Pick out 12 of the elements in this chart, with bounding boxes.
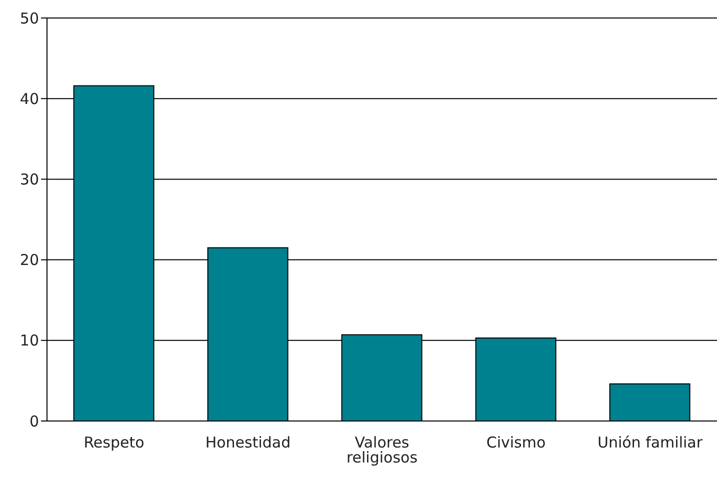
x-tick-label: Respeto — [84, 434, 144, 452]
x-tick-label: Unión familiar — [597, 434, 704, 452]
bar — [609, 383, 690, 421]
x-tick-label: Honestidad — [205, 434, 291, 452]
y-tick-label: 50 — [20, 9, 39, 28]
x-tick-label: Valores religiosos — [346, 434, 418, 467]
y-tick-label: 20 — [20, 251, 39, 270]
x-tick-label: Civismo — [486, 434, 546, 452]
y-tick-label: 0 — [29, 412, 39, 430]
y-tick-label: 40 — [20, 90, 39, 108]
y-tick-label: 30 — [20, 170, 39, 189]
y-tick-label: 10 — [20, 332, 39, 350]
